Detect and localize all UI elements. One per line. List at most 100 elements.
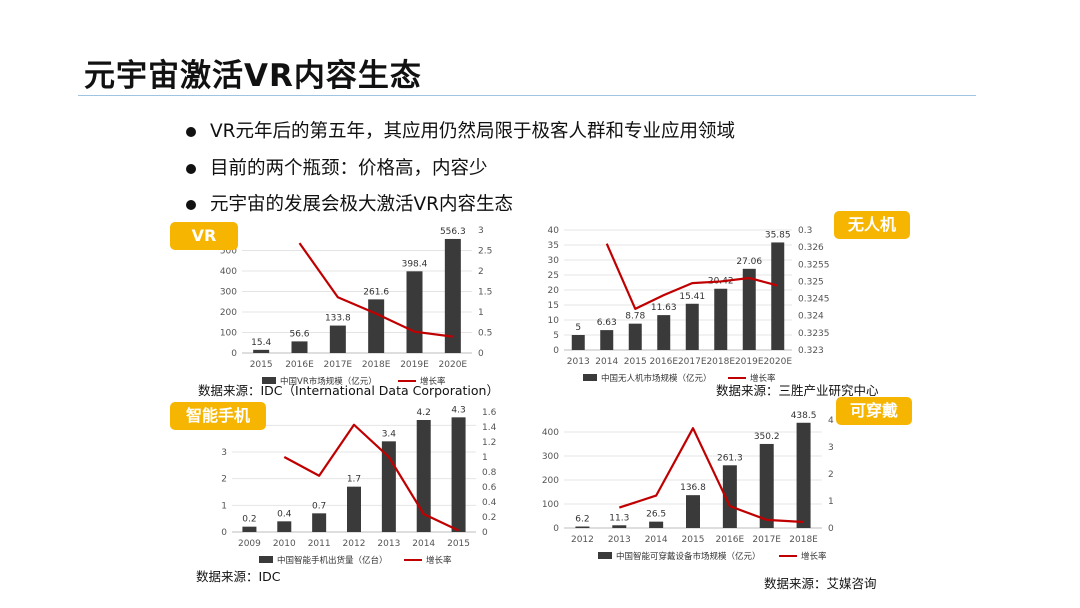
x-axis-tick-label: 2013 xyxy=(377,539,400,549)
x-axis-tick-label: 2013 xyxy=(608,535,631,545)
right-axis-tick-label: 0 xyxy=(482,528,488,538)
bar-value-label: 261.6 xyxy=(363,287,389,297)
left-axis-tick-label: 100 xyxy=(220,329,237,339)
bar-value-label: 35.85 xyxy=(765,230,791,240)
bar xyxy=(657,315,671,350)
right-axis-tick-label: 0.3 xyxy=(798,226,812,236)
bar xyxy=(444,238,461,353)
x-axis-tick-label: 2015 xyxy=(682,535,705,545)
right-axis-tick-label: 2 xyxy=(478,267,484,277)
page-title: 元宇宙激活VR内容生态 xyxy=(84,58,422,94)
bar-value-label: 15.4 xyxy=(251,338,271,348)
right-axis-tick-label: 4 xyxy=(828,416,834,426)
right-axis-tick-label: 1.5 xyxy=(478,288,492,298)
bar xyxy=(722,465,737,528)
legend-line-label: 增长率 xyxy=(426,555,452,566)
right-axis-tick-label: 1 xyxy=(482,453,488,463)
left-axis-tick-label: 1 xyxy=(221,501,227,511)
x-axis-tick-label: 2013 xyxy=(567,357,590,367)
legend-bar-swatch xyxy=(262,377,276,384)
left-axis-tick-label: 400 xyxy=(542,428,559,438)
legend-bar-swatch xyxy=(598,552,612,559)
x-axis-tick-label: 2016E xyxy=(285,360,314,370)
title-divider xyxy=(78,95,976,96)
legend-bar-swatch xyxy=(259,556,273,563)
x-axis-tick-label: 2014 xyxy=(595,357,618,367)
right-axis-tick-label: 2.5 xyxy=(478,247,492,257)
right-axis-tick-label: 3 xyxy=(478,226,484,236)
bar xyxy=(686,495,700,528)
bar xyxy=(649,521,664,528)
bar xyxy=(575,526,590,528)
x-axis-tick-label: 2014 xyxy=(412,539,435,549)
right-axis-tick-label: 1.6 xyxy=(482,408,497,418)
x-axis-tick-label: 2011 xyxy=(308,539,331,549)
bar xyxy=(451,417,466,532)
vr-chart-panel: 0 100 200 300 400 500 0 0.5 1 1.5 2 2.5 3 15.4 56.6 133… xyxy=(212,220,512,395)
legend-bar-label: 中国智能可穿戴设备市场规模（亿元） xyxy=(616,551,761,562)
right-axis-tick-label: 1.4 xyxy=(482,423,497,433)
smartphone-chart-panel: 0123400.20.40.60.811.21.41.60.20.40.71.7… xyxy=(212,404,512,576)
x-axis-tick-label: 2009 xyxy=(238,539,261,549)
left-axis-tick-label: 0 xyxy=(221,528,227,538)
bar xyxy=(312,513,327,532)
drone-source: 数据来源：三胜产业研究中心 xyxy=(716,383,879,398)
x-axis-tick-label: 2017E xyxy=(752,535,781,545)
growth-rate-line xyxy=(298,242,453,338)
right-axis-tick-label: 2 xyxy=(828,470,834,480)
bar xyxy=(571,335,585,350)
wearable-chart: 0 100 200 300 400 0 1 2 3 4 6.2 11.3 26.5 136.8 261.3 3… xyxy=(542,411,834,562)
bar-value-label: 0.7 xyxy=(312,501,326,511)
bar-value-label: 556.3 xyxy=(440,227,466,237)
bar xyxy=(329,325,346,353)
left-axis-tick-label: 300 xyxy=(220,288,237,298)
bar-value-label: 11.63 xyxy=(651,303,677,313)
bar-value-label: 1.7 xyxy=(347,475,361,485)
bar-value-label: 8.78 xyxy=(625,312,645,322)
x-axis-tick-label: 2015 xyxy=(250,360,273,370)
bar-value-label: 4.2 xyxy=(417,408,431,418)
bar-value-label: 15.41 xyxy=(679,292,705,302)
bar xyxy=(796,422,811,528)
left-axis-tick-label: 30 xyxy=(548,256,560,266)
growth-rate-line xyxy=(283,423,460,532)
bar-value-label: 3.4 xyxy=(382,429,397,439)
bar-value-label: 0.4 xyxy=(277,509,292,519)
x-axis-tick-label: 2018E xyxy=(706,357,735,367)
left-axis-tick-label: 15 xyxy=(548,301,559,311)
left-axis-tick-label: 3 xyxy=(221,448,227,458)
bullet-item: 目前的两个瓶颈：价格高，内容少 xyxy=(186,151,735,188)
bar xyxy=(714,288,728,350)
bar xyxy=(347,486,361,532)
right-axis-tick-label: 0.2 xyxy=(482,513,496,523)
x-axis-tick-label: 2016E xyxy=(716,535,745,545)
left-axis-tick-label: 25 xyxy=(548,271,559,281)
right-axis-tick-label: 3 xyxy=(828,443,834,453)
x-axis-tick-label: 2012 xyxy=(343,539,366,549)
smartphone-tag: 智能手机 xyxy=(170,402,266,430)
bar xyxy=(291,341,308,353)
legend-line-label: 增长率 xyxy=(750,373,776,384)
right-axis-tick-label: 0.8 xyxy=(482,468,497,478)
left-axis-tick-label: 40 xyxy=(548,226,560,236)
bar xyxy=(612,525,627,528)
bar xyxy=(771,242,785,350)
right-axis-tick-label: 0 xyxy=(828,524,834,534)
right-axis-tick-label: 0 xyxy=(478,349,484,359)
bar xyxy=(685,303,699,350)
smartphone-chart: 0123400.20.40.60.811.21.41.60.20.40.71.7… xyxy=(221,405,497,566)
right-axis-tick-label: 0.323 xyxy=(798,346,824,356)
left-axis-tick-label: 0 xyxy=(231,349,237,359)
x-axis-tick-label: 2018E xyxy=(362,360,391,370)
legend-bar-swatch xyxy=(583,374,597,381)
left-axis-tick-label: 35 xyxy=(548,241,559,251)
left-axis-tick-label: 10 xyxy=(548,316,560,326)
legend-line-label: 增长率 xyxy=(420,376,446,387)
bar xyxy=(277,521,292,532)
drone-chart-panel: 0 5 10 15 20 25 30 35 40 0.323 0.3235 0.324 0.3245 0.… xyxy=(540,220,840,390)
x-axis-tick-label: 2014 xyxy=(645,535,668,545)
right-axis-tick-label: 0.3255 xyxy=(798,260,830,270)
bullet-item: 元宇宙的发展会极大激活VR内容生态 xyxy=(186,187,735,224)
bar xyxy=(242,526,257,532)
bullet-item: VR元年后的第五年，其应用仍然局限于极客人群和专业应用领域 xyxy=(186,114,735,151)
